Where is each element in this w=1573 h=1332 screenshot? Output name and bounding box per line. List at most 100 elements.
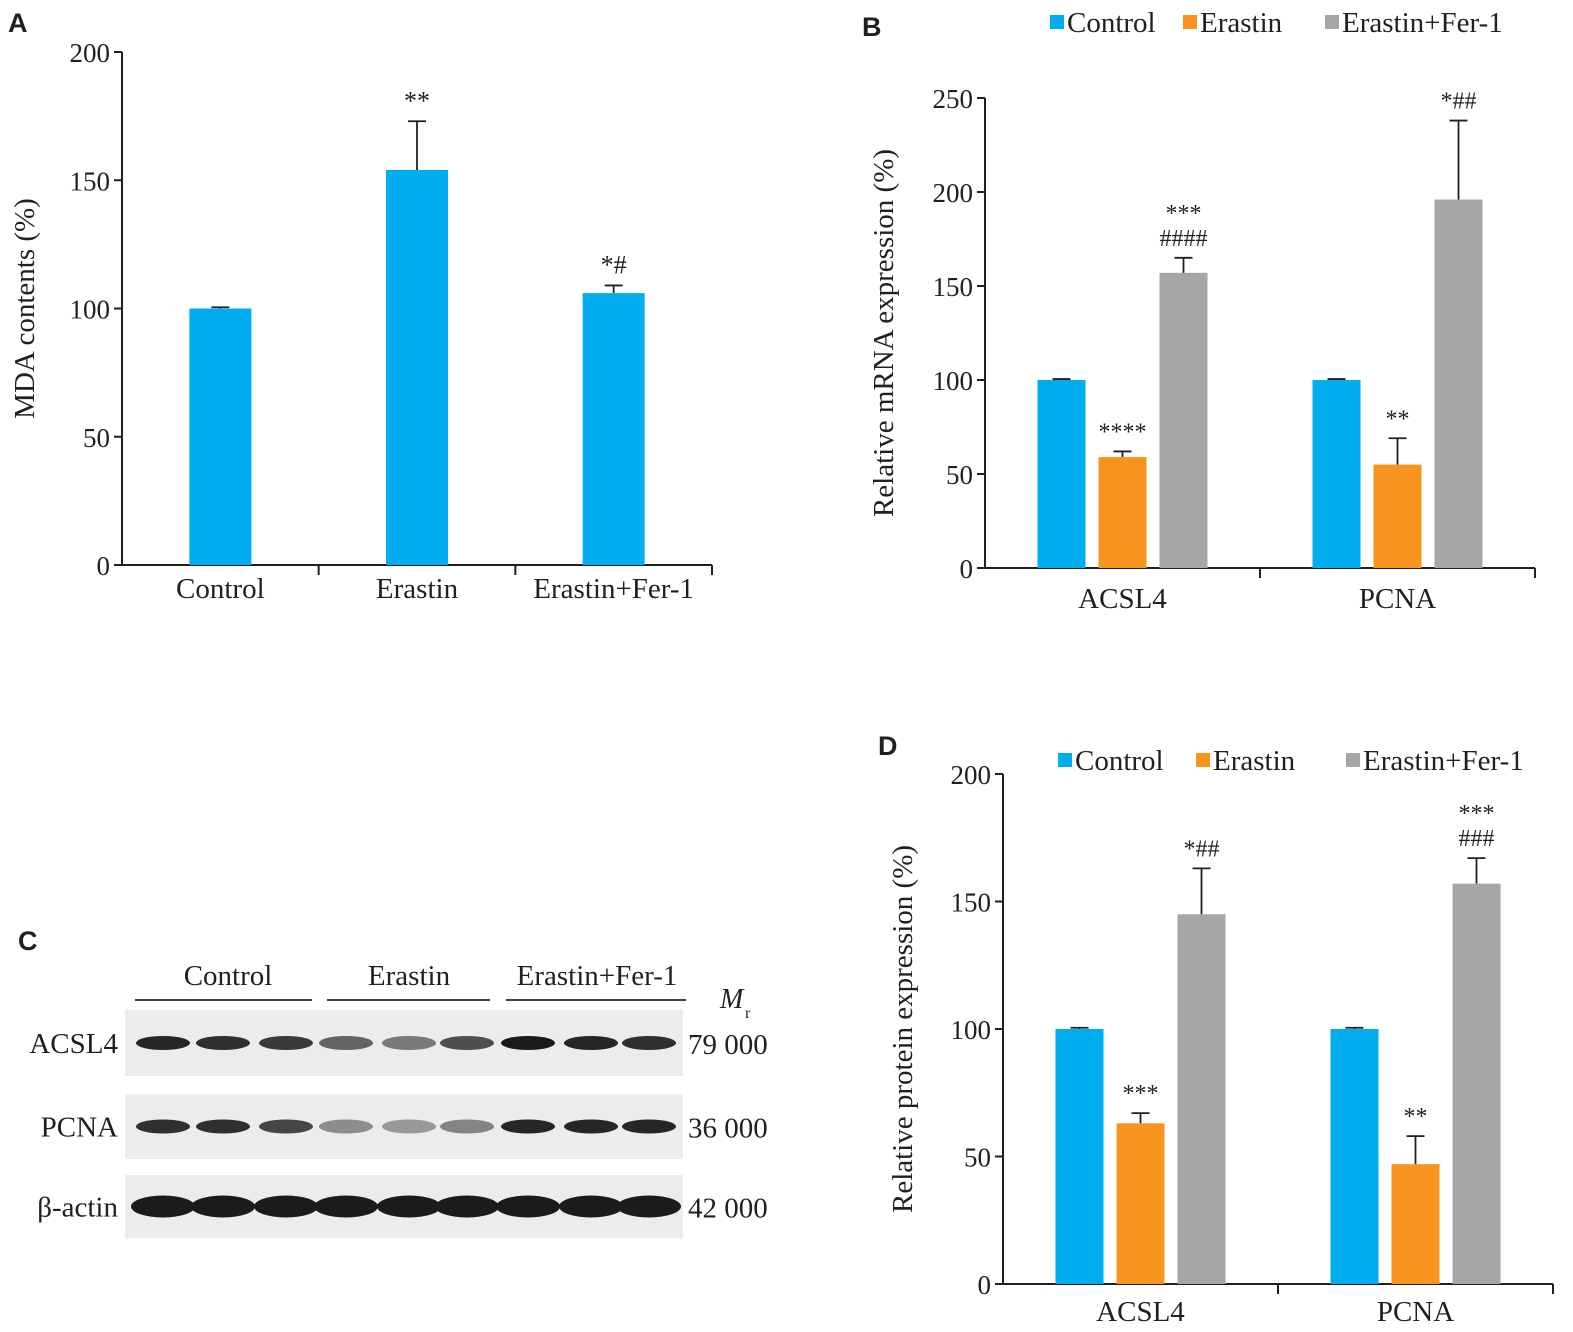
blot-band [136,1119,190,1134]
panel-label-c: C [18,926,38,956]
panel-label-d: D [878,731,898,761]
significance-label: *## [1184,836,1220,862]
y-tick-label: 50 [964,1143,991,1173]
legend-label: Erastin+Fer-1 [1342,7,1503,39]
blot-band [136,1036,190,1050]
bar [1373,464,1422,568]
bar [1312,380,1361,568]
legend-label: Erastin [1213,745,1296,777]
blot-band [319,1119,373,1134]
blot-group-label: Erastin [368,960,451,992]
mr-label: M [719,984,745,1015]
y-tick-label: 100 [933,366,974,396]
x-category-label: Erastin [376,573,459,605]
y-tick-label: 0 [960,554,974,584]
blot-mr-value: 79 000 [688,1029,768,1061]
panel-label-b: B [862,12,882,42]
y-tick-label: 100 [70,295,111,325]
blot-band [622,1119,676,1134]
blot-band [382,1119,436,1134]
blot-band [314,1195,378,1218]
y-tick-label: 100 [951,1015,992,1045]
x-category-label: Erastin+Fer-1 [533,573,694,605]
blot-row-label: ACSL4 [29,1028,118,1060]
blot-band [196,1119,250,1134]
blot-band [440,1036,494,1050]
bar [1159,272,1208,568]
legend-swatch [1346,753,1360,767]
blot-band [435,1195,499,1218]
legend-swatch [1196,753,1210,767]
blot-group-label: Erastin+Fer-1 [517,960,678,992]
chart-a-mda-contents: 0 50 100 150 200 MDA contents (%) Control Erast… [9,38,713,605]
legend-label: Erastin+Fer-1 [1363,745,1524,777]
significance-label: ** [1386,406,1410,432]
significance-label: ** [404,86,430,115]
y-axis-label: Relative mRNA expression (%) [868,149,900,517]
blot-band [501,1119,555,1134]
legend-swatch [1325,15,1339,29]
blot-row-label: PCNA [41,1112,118,1144]
blot-band [496,1195,560,1218]
legend-label: Erastin [1200,7,1283,39]
legend-swatch [1050,15,1064,29]
chart-b-mrna-expression: 0 50 100 150 200 250 Relative mRNA expression … [868,7,1536,615]
significance-label: *** [1123,1081,1159,1107]
legend-swatch [1058,753,1072,767]
legend-swatch [1183,15,1197,29]
bar [1055,1029,1104,1284]
y-tick-label: 150 [70,166,111,196]
y-axis-label: MDA contents (%) [9,198,41,419]
bar [1452,883,1501,1284]
blot-row-label: β-actin [37,1192,118,1224]
significance-label: #### [1160,226,1208,252]
blot-band [259,1036,313,1050]
blot-band [259,1119,313,1134]
significance-label: ### [1459,826,1495,852]
blot-band [377,1195,441,1218]
x-category-label: ACSL4 [1078,583,1167,615]
y-axis-label: Relative protein expression (%) [887,845,919,1213]
blot-band [440,1119,494,1134]
blot-band [559,1195,623,1218]
blot-mr-value: 36 000 [688,1113,768,1145]
bar [1037,380,1086,568]
bar [1177,914,1226,1284]
y-tick-label: 50 [946,460,973,490]
bar [189,308,252,565]
bar [1098,457,1147,568]
y-tick-label: 50 [83,423,110,453]
legend-label: Control [1067,7,1156,39]
y-tick-label: 0 [97,551,111,581]
y-tick-label: 0 [978,1270,992,1300]
y-tick-label: 200 [933,178,974,208]
blot-band [617,1195,681,1218]
significance-label: ** [1404,1104,1428,1130]
significance-label: *** [1166,201,1202,227]
blot-group-label: Control [184,960,273,992]
y-tick-label: 150 [951,888,992,918]
bar [1330,1029,1379,1284]
bar [582,293,645,565]
blot-band [196,1036,250,1050]
mr-subscript: r [745,1005,751,1022]
significance-label: **** [1099,419,1147,445]
significance-label: *** [1459,801,1495,827]
blot-band [319,1036,373,1050]
blot-band [501,1036,555,1050]
western-blot-c: Control Erastin Erastin+Fer-1 M r ACSL4 79 000… [29,960,768,1238]
bar [1434,199,1483,568]
blot-band [191,1195,255,1218]
blot-band [254,1195,318,1218]
bar [1391,1164,1440,1284]
x-category-label: ACSL4 [1096,1296,1185,1328]
y-tick-label: 250 [933,84,974,114]
bar [386,169,448,566]
y-tick-label: 200 [70,38,111,68]
chart-d-protein-expression: 0 50 100 150 200 Relative protein expression … [887,745,1554,1328]
bar [1116,1123,1165,1284]
significance-label: *# [601,250,627,279]
x-category-label: PCNA [1359,583,1436,615]
blot-band [382,1036,436,1050]
blot-mr-value: 42 000 [688,1193,768,1225]
